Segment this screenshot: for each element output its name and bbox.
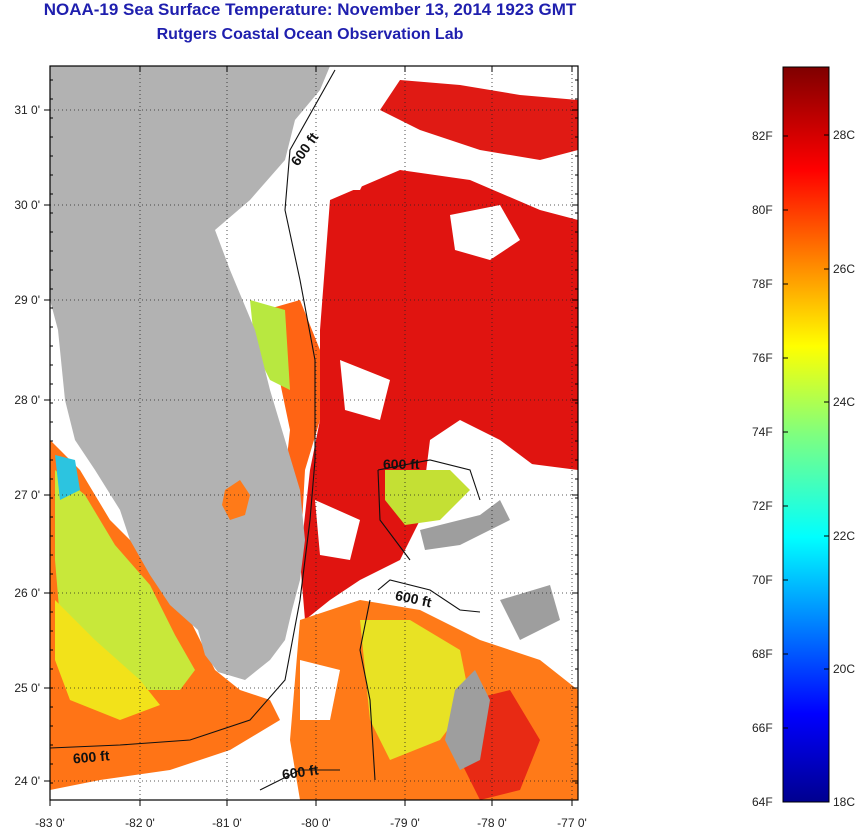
fahrenheit-label: 78F: [752, 277, 773, 291]
fahrenheit-label: 66F: [752, 721, 773, 735]
map-subtitle: Rutgers Coastal Ocean Observation Lab: [156, 26, 464, 43]
bahamas-bank-grey: [500, 585, 560, 640]
longitude-label: -77 0': [557, 816, 587, 830]
gulf-stream-red: [300, 170, 578, 620]
bahamas-bank-sst: [385, 470, 470, 525]
east-shelf-green: [250, 300, 290, 390]
celsius-label: 18C: [833, 795, 855, 809]
andros-island: [445, 670, 490, 770]
fahrenheit-label: 68F: [752, 647, 773, 661]
celsius-labels: 28C 26C 24C 22C 20C 18C: [824, 128, 855, 809]
latitude-label: 25 0': [14, 681, 40, 695]
latitude-label: 31 0': [14, 103, 40, 117]
longitude-label: -81 0': [212, 816, 242, 830]
latitude-label: 27 0': [14, 488, 40, 502]
fahrenheit-label: 74F: [752, 425, 773, 439]
map-title: NOAA-19 Sea Surface Temperature: Novembe…: [43, 0, 577, 19]
latitude-label: 30 0': [14, 198, 40, 212]
florida-land: [50, 66, 330, 680]
axis-ticks: [44, 66, 578, 806]
longitude-label: -78 0': [477, 816, 507, 830]
latitude-label: 26 0': [14, 586, 40, 600]
northern-red-patch: [380, 80, 578, 160]
latitude-label: 29 0': [14, 293, 40, 307]
temperature-colorbar: 82F 80F 78F 76F 74F 72F 70F 68F 66F 64F 28C 26C 24C…: [752, 66, 855, 809]
lake-okeechobee: [222, 480, 250, 520]
fahrenheit-labels: 82F 80F 78F 76F 74F 72F 70F 68F 66F 64F: [752, 129, 788, 809]
celsius-label: 20C: [833, 662, 855, 676]
contour-label-gulf: 600 ft: [72, 747, 110, 766]
gulf-cold-patch: [55, 455, 80, 500]
longitude-label: -83 0': [35, 816, 65, 830]
fahrenheit-label: 72F: [752, 499, 773, 513]
colorbar-gradient: [782, 66, 830, 803]
isobath-lines: [49, 69, 481, 791]
map-frame: [49, 65, 579, 801]
latitude-label: 24 0': [14, 774, 40, 788]
sst-map: 600 ft 600 ft 600 ft 600 ft 600 ft 31 0'…: [14, 65, 587, 830]
fahrenheit-label: 82F: [752, 129, 773, 143]
map-field: [50, 66, 578, 800]
latitude-label: 28 0': [14, 393, 40, 407]
contour-label-south: 600 ft: [394, 587, 433, 610]
celsius-label: 24C: [833, 395, 855, 409]
latitude-labels: 31 0' 30 0' 29 0' 28 0' 27 0' 26 0' 25 0' 24 0': [14, 103, 40, 788]
longitude-label: -82 0': [125, 816, 155, 830]
graticule: [50, 66, 578, 800]
contour-label-bahamas: 600 ft: [383, 456, 420, 472]
fahrenheit-label: 80F: [752, 203, 773, 217]
contour-label-keys: 600 ft: [281, 761, 320, 782]
grand-bahama: [420, 500, 510, 550]
longitude-label: -79 0': [390, 816, 420, 830]
gulf-shelf-yellow: [55, 600, 160, 720]
celsius-label: 22C: [833, 529, 855, 543]
longitude-label: -80 0': [301, 816, 331, 830]
longitude-labels: -83 0' -82 0' -81 0' -80 0' -79 0' -78 0' -77 …: [35, 816, 587, 830]
fahrenheit-label: 64F: [752, 795, 773, 809]
south-yellow-sst: [360, 620, 470, 760]
celsius-label: 28C: [833, 128, 855, 142]
fahrenheit-label: 76F: [752, 351, 773, 365]
fahrenheit-label: 70F: [752, 573, 773, 587]
celsius-label: 26C: [833, 262, 855, 276]
